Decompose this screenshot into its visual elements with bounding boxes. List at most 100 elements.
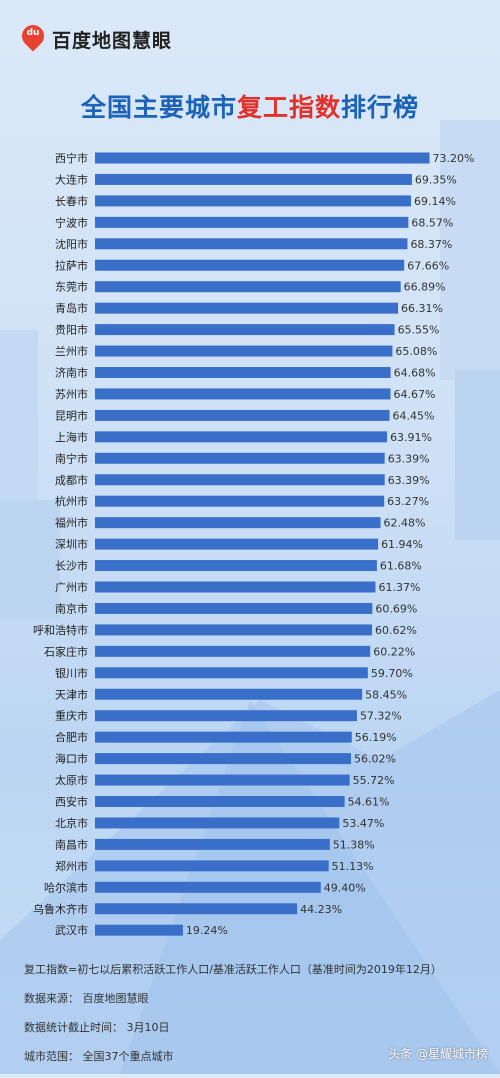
bar — [95, 367, 391, 378]
value-label: 69.14% — [414, 195, 456, 208]
city-label: 太原市 — [55, 773, 88, 787]
city-label: 青岛市 — [55, 301, 88, 315]
bar — [95, 302, 399, 314]
value-label: 51.13% — [332, 860, 374, 873]
value-label: 49.40% — [324, 881, 366, 894]
value-label: 55.72% — [353, 774, 395, 787]
title-highlight: 复工指数 — [236, 93, 341, 122]
value-label: 54.61% — [348, 796, 390, 809]
value-label: 64.68% — [394, 367, 436, 380]
bar — [95, 903, 298, 915]
watermark: 头条 @星耀城市榜 — [388, 1047, 488, 1061]
city-label: 沈阳市 — [55, 237, 88, 251]
value-label: 63.39% — [388, 474, 430, 487]
value-label: 68.57% — [411, 216, 453, 229]
title-part-1: 全国主要城市 — [80, 93, 237, 122]
city-label: 贵阳市 — [55, 323, 88, 337]
city-label: 拉萨市 — [55, 258, 88, 272]
bar — [95, 388, 391, 400]
value-label: 60.69% — [375, 602, 417, 615]
value-label: 69.35% — [415, 173, 457, 186]
bar — [95, 560, 377, 572]
bar — [95, 860, 329, 872]
city-label: 南昌市 — [55, 837, 88, 851]
city-label: 兰州市 — [55, 344, 88, 358]
bar — [95, 645, 371, 657]
value-label: 61.37% — [378, 581, 420, 594]
city-label: 海口市 — [55, 752, 88, 766]
chart-title: 全国主要城市复工指数排行榜 — [0, 88, 500, 124]
bar — [95, 624, 373, 636]
city-label: 南宁市 — [55, 451, 88, 465]
footer-notes: 复工指数=初七以后累积活跃工作人口/基准活跃工作人口（基准时间为2019年12月… — [24, 962, 442, 1078]
bar — [95, 774, 350, 786]
value-label: 44.23% — [300, 903, 342, 916]
value-label: 67.66% — [407, 259, 449, 272]
city-label: 苏州市 — [55, 387, 88, 401]
brand-header: du 百度地图慧眼 — [17, 20, 172, 54]
bar — [95, 195, 411, 207]
city-label: 昆明市 — [55, 408, 88, 422]
city-label: 东莞市 — [55, 280, 88, 294]
footer-scope: 城市范围： 全国37个重点城市 — [24, 1050, 174, 1063]
city-label: 哈尔滨市 — [44, 880, 88, 894]
city-label: 济南市 — [55, 366, 88, 380]
bar — [95, 152, 430, 164]
city-label: 银川市 — [55, 666, 88, 680]
city-label: 西安市 — [55, 795, 88, 809]
bar — [95, 667, 368, 679]
value-label: 73.20% — [433, 152, 475, 165]
bar — [95, 710, 357, 722]
value-label: 64.45% — [393, 409, 435, 422]
bar — [95, 688, 363, 700]
value-label: 59.70% — [371, 667, 413, 680]
city-label: 宁波市 — [55, 215, 88, 229]
city-label: 呼和浩特市 — [33, 623, 88, 637]
city-label: 南京市 — [55, 601, 88, 615]
value-label: 56.19% — [355, 731, 397, 744]
value-label: 60.62% — [375, 624, 417, 637]
city-label: 大连市 — [55, 172, 88, 186]
value-label: 61.68% — [380, 560, 422, 573]
bar — [95, 452, 385, 464]
bar — [95, 517, 381, 529]
bar — [95, 259, 405, 271]
city-label: 合肥市 — [55, 730, 88, 744]
value-label: 63.39% — [388, 452, 430, 465]
footer-cutoff: 数据统计截止时间： 3月10日 — [24, 1021, 170, 1034]
bar — [95, 173, 412, 185]
value-label: 65.55% — [398, 324, 440, 337]
value-label: 51.38% — [333, 838, 375, 851]
baidu-map-logo-icon: du — [17, 20, 49, 53]
bar — [95, 431, 388, 443]
value-label: 19.24% — [186, 924, 228, 937]
city-label: 广州市 — [55, 580, 88, 594]
value-label: 64.67% — [394, 388, 436, 401]
bar — [95, 495, 385, 507]
title-part-2: 排行榜 — [341, 93, 420, 122]
footer-formula: 复工指数=初七以后累积活跃工作人口/基准活跃工作人口（基准时间为2019年12月… — [24, 963, 442, 976]
city-label: 郑州市 — [55, 859, 88, 873]
value-label: 56.02% — [354, 753, 396, 766]
bar — [95, 838, 330, 850]
city-label: 杭州市 — [55, 494, 88, 508]
bar — [95, 238, 408, 250]
bar — [95, 924, 183, 936]
value-label: 57.32% — [360, 710, 402, 723]
bar — [95, 324, 395, 336]
bar — [95, 216, 409, 228]
bar — [95, 817, 340, 829]
bar — [95, 538, 379, 550]
bar — [95, 474, 385, 486]
value-label: 60.22% — [373, 645, 415, 658]
city-label: 长春市 — [55, 194, 88, 208]
value-label: 63.91% — [390, 431, 432, 444]
bar — [95, 881, 321, 893]
value-label: 66.31% — [401, 302, 443, 315]
value-label: 63.27% — [387, 495, 429, 508]
value-label: 65.08% — [395, 345, 437, 358]
bar — [95, 731, 352, 743]
bar — [95, 602, 373, 614]
bar — [95, 409, 390, 421]
footer-source: 数据来源： 百度地图慧眼 — [24, 992, 149, 1005]
